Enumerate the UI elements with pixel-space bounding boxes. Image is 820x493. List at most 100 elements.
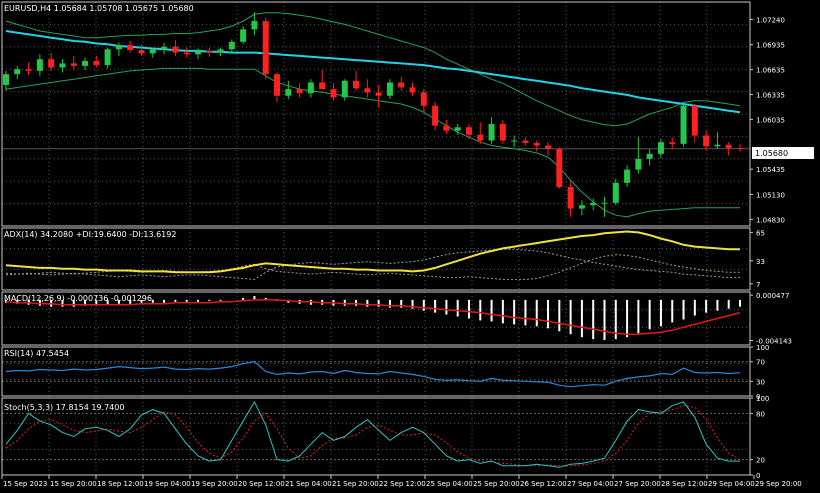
candle-body [115,45,122,50]
y-tick-label: 0 [756,472,760,480]
y-tick-label: 7 [756,281,760,289]
stoch-main-line [5,400,740,468]
y-tick-label: 1.06035 [756,116,785,124]
candle-body [646,153,653,159]
rsi-line [5,361,741,388]
candle-body [104,49,111,66]
x-tick-label: 18 Sep 12:00 [97,480,144,488]
panel-frame [1,1,751,227]
stoch-signal-line [5,405,741,467]
adx-line [5,230,740,274]
current-price-tag [752,147,814,159]
y-tick-label: 1.06935 [756,42,785,50]
plus-di-line [5,254,740,280]
candle-body [319,82,326,90]
candle-body [25,69,32,71]
candle-body [240,29,247,42]
candle-body [228,41,235,50]
panel-frame [1,291,751,346]
y-tick-label: 1.06635 [756,67,785,75]
candle-body [624,169,631,183]
y-tick-label: 70 [756,359,765,367]
candle-body [183,52,190,55]
bollinger-upper-line [5,12,741,127]
x-tick-label: 21 Sep 04:00 [285,480,332,488]
candle-body [206,50,213,53]
candle-body [93,60,100,66]
bollinger-lower-line [5,67,740,218]
panel-frames [1,1,751,476]
candle-body [161,46,168,50]
candle-body [420,92,427,106]
data-layer [2,11,750,468]
macd-panel-title: MACD(12,26,9) -0.000736 -0.001296 [4,294,152,303]
panel-frame [1,397,751,476]
candle-body [341,80,348,98]
candle-body [601,202,608,204]
candle-body [285,89,292,96]
candle-body [567,187,574,209]
candle-body [477,134,484,141]
candle-body [14,69,21,75]
candle-body [409,87,416,93]
x-tick-label: 19 Sep 20:00 [191,480,238,488]
candle-body [590,202,597,206]
candle-body [307,82,314,94]
candle-body [172,46,179,53]
x-tick-label: 26 Sep 12:00 [520,480,567,488]
candle-body [691,105,698,136]
candle-body [353,80,360,89]
candle-body [70,63,77,66]
x-tick-label: 20 Sep 12:00 [238,480,285,488]
current-price-label: 1.05680 [755,149,788,158]
candle-body [36,59,43,71]
y-tick-label: 100 [756,395,769,403]
y-tick-label: 100 [756,344,769,352]
x-tick-label: 25 Sep 20:00 [473,480,520,488]
candle-body [432,105,439,126]
x-tick-label: 29 Sep 04:00 [708,480,755,488]
adx-panel-title: ADX(14) 34.2080 +DI:19.6400 -DI:13.6192 [4,230,176,239]
candle-body [262,21,269,75]
y-tick-label: 65 [756,229,765,237]
axis-ticks: 1.07240 1.06935 1.06635 1.06335 1.06035 1.054… [1,16,802,488]
candle-body [274,74,281,96]
candle-body [488,123,495,141]
y-tick-label: 1.07240 [756,16,785,24]
candle-body [364,88,371,93]
candle-body [703,135,710,147]
x-tick-label: 25 Sep 04:00 [426,480,473,488]
y-tick-label: 1.05435 [756,166,785,174]
candle-body [296,89,303,94]
candle-body [149,49,156,54]
candle-body [138,50,145,54]
x-tick-label: 29 Sep 20:00 [755,480,802,488]
candle-body [127,45,134,51]
candle-body [330,89,337,98]
x-tick-label: 22 Sep 12:00 [379,480,426,488]
candle-body [635,158,642,170]
candle-body [545,145,552,149]
candle-body [386,82,393,96]
candle-body [737,148,743,150]
x-tick-label: 15 Sep 2023 [3,480,47,488]
y-tick-label: 30 [756,378,765,386]
price-panel-title: EURUSD,H4 1.05684 1.05708 1.05675 1.0568… [4,4,194,13]
panel-frame [1,346,751,397]
stoch-panel-title: Stoch(5,3,3) 17.8154 19.7400 [4,403,124,412]
x-tick-label: 21 Sep 20:00 [332,480,379,488]
candle-body [533,143,540,146]
x-tick-label: 27 Sep 20:00 [614,480,661,488]
y-tick-label: 20 [756,457,765,465]
candle-body [194,50,201,55]
y-tick-label: 0 [756,393,760,401]
candle-body [714,144,721,147]
x-tick-label: 19 Sep 04:00 [144,480,191,488]
rsi-panel-title: RSI(14) 47.5454 [4,349,69,358]
x-tick-label: 27 Sep 04:00 [567,480,614,488]
panel-frame [1,227,751,291]
candle-body [669,142,676,144]
y-tick-label: 1.04830 [756,216,785,224]
